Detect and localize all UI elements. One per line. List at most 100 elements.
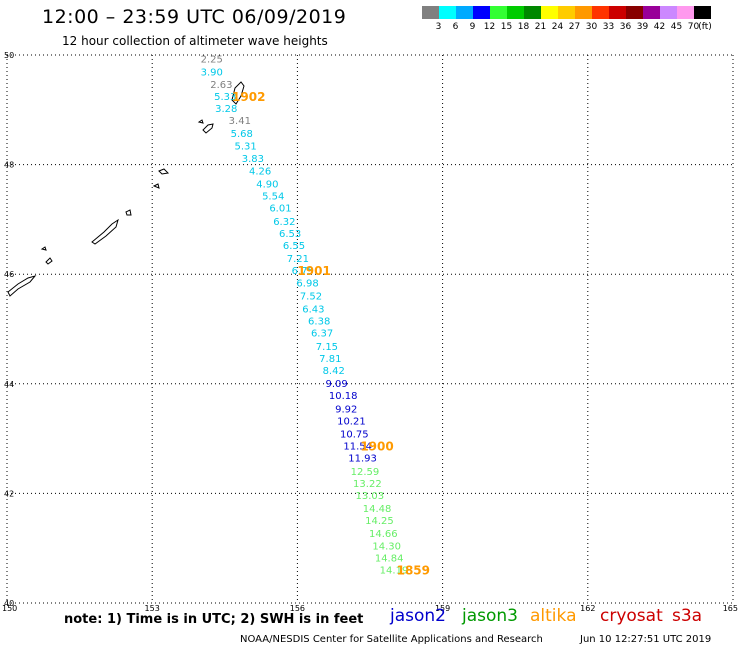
swh-value: 6.53 <box>279 229 301 240</box>
swh-value: 9.92 <box>335 404 357 415</box>
swh-value: 10.21 <box>337 416 366 427</box>
legend-swatch <box>660 6 677 19</box>
satellite-label-jason3: jason3 <box>462 606 518 626</box>
swh-value: 6.55 <box>283 241 305 252</box>
generation-timestamp: Jun 10 12:27:51 UTC 2019 <box>580 634 712 645</box>
swh-value: 5.68 <box>231 129 253 140</box>
lat-label: 46 <box>4 270 14 279</box>
swh-value: 8.42 <box>323 366 345 377</box>
legend-tick: 27 <box>568 22 581 32</box>
satellite-label-s3a: s3a <box>672 606 703 626</box>
legend-swatch <box>626 6 643 19</box>
legend-tick: 3 <box>435 22 442 32</box>
lat-label: 40 <box>4 599 14 608</box>
legend-swatch <box>677 6 694 19</box>
island-onekotan <box>158 168 170 175</box>
swh-value: 14.66 <box>369 529 398 540</box>
swh-value: 6.37 <box>311 329 333 340</box>
page-subtitle: 12 hour collection of altimeter wave hei… <box>62 34 328 48</box>
swh-value: 14.84 <box>375 553 404 564</box>
legend-tick: 21 <box>534 22 547 32</box>
swh-value: 14.30 <box>372 541 401 552</box>
island-small-3 <box>152 183 160 189</box>
island-small-6 <box>45 257 53 265</box>
credit-line: NOAA/NESDIS Center for Satellite Applica… <box>240 634 543 645</box>
swh-value: 7.21 <box>287 254 309 265</box>
swh-value: 14.19 <box>380 565 409 576</box>
time-label: 1900 <box>360 440 393 454</box>
legend-tick: 12 <box>483 22 496 32</box>
legend-tick: 6 <box>452 22 459 32</box>
swh-value: 6.75 <box>292 266 314 277</box>
swh-value: 7.81 <box>319 354 341 365</box>
swh-value: 11.93 <box>348 454 377 465</box>
island-small-4 <box>125 209 132 216</box>
swh-value: 7.15 <box>316 342 338 353</box>
legend-swatch <box>422 6 439 19</box>
island-small-5 <box>40 246 47 251</box>
legend-tick: 18 <box>517 22 530 32</box>
legend-swatch <box>439 6 456 19</box>
time-label: 1859 <box>397 563 430 577</box>
swh-value: 3.41 <box>229 116 251 127</box>
legend-tick: 33 <box>602 22 615 32</box>
island-small-2 <box>197 119 204 124</box>
page-title: 12:00 – 23:59 UTC 06/09/2019 <box>42 6 347 28</box>
legend-tick: 39 <box>636 22 649 32</box>
legend-swatch <box>507 6 524 19</box>
lon-label: 162 <box>580 604 595 613</box>
lon-label: 159 <box>435 604 450 613</box>
lat-label: 48 <box>4 161 14 170</box>
swh-value: 10.75 <box>340 430 369 441</box>
legend-swatch <box>609 6 626 19</box>
island-paramushir <box>231 81 245 105</box>
swh-value: 7.52 <box>300 291 322 302</box>
lat-label: 44 <box>4 380 14 389</box>
swh-value: 3.83 <box>242 154 264 165</box>
legend-tick: 42 <box>653 22 666 32</box>
legend-swatch <box>456 6 473 19</box>
swh-value: 9.09 <box>325 379 347 390</box>
swh-value: 3.28 <box>215 104 237 115</box>
legend-tick: 70 <box>687 22 700 32</box>
swh-value: 12.59 <box>351 467 380 478</box>
legend-swatch <box>524 6 541 19</box>
lon-label: 156 <box>290 604 305 613</box>
swh-value: 6.38 <box>308 317 330 328</box>
swh-value: 6.43 <box>302 305 324 316</box>
swh-value: 13.03 <box>355 491 384 502</box>
legend-swatch <box>575 6 592 19</box>
swh-value: 4.90 <box>256 180 278 191</box>
swh-value: 5.31 <box>234 141 256 152</box>
swh-value: 5.54 <box>262 192 284 203</box>
legend-swatch <box>558 6 575 19</box>
swh-value: 6.01 <box>269 204 291 215</box>
legend-tick: 9 <box>469 22 476 32</box>
island-small-1 <box>202 123 214 134</box>
island-urup <box>91 218 119 245</box>
coastline <box>7 81 245 297</box>
legend-swatch <box>541 6 558 19</box>
lon-label: 150 <box>2 604 17 613</box>
lat-label: 50 <box>4 51 14 60</box>
legend-tick: 36 <box>619 22 632 32</box>
swh-value: 14.25 <box>365 516 394 527</box>
time-label: 1901 <box>297 264 330 278</box>
swh-value: 13.22 <box>353 479 382 490</box>
legend-swatch <box>592 6 609 19</box>
legend-tick: 30 <box>585 22 598 32</box>
legend-tick: 15 <box>500 22 513 32</box>
satellite-label-altika: altika <box>530 606 577 626</box>
swh-value: 5.33 <box>214 92 236 103</box>
satellite-label-cryosat: cryosat <box>600 606 663 626</box>
swh-value: 11.54 <box>343 442 372 453</box>
satellite-label-jason2: jason2 <box>390 606 446 626</box>
legend-swatch <box>694 6 711 19</box>
swh-value: 14.48 <box>363 504 392 515</box>
legend-unit: (ft) <box>698 22 712 32</box>
island-iturup <box>7 275 37 297</box>
swh-value: 6.98 <box>296 278 318 289</box>
legend-tick: 24 <box>551 22 564 32</box>
lon-label: 153 <box>145 604 160 613</box>
